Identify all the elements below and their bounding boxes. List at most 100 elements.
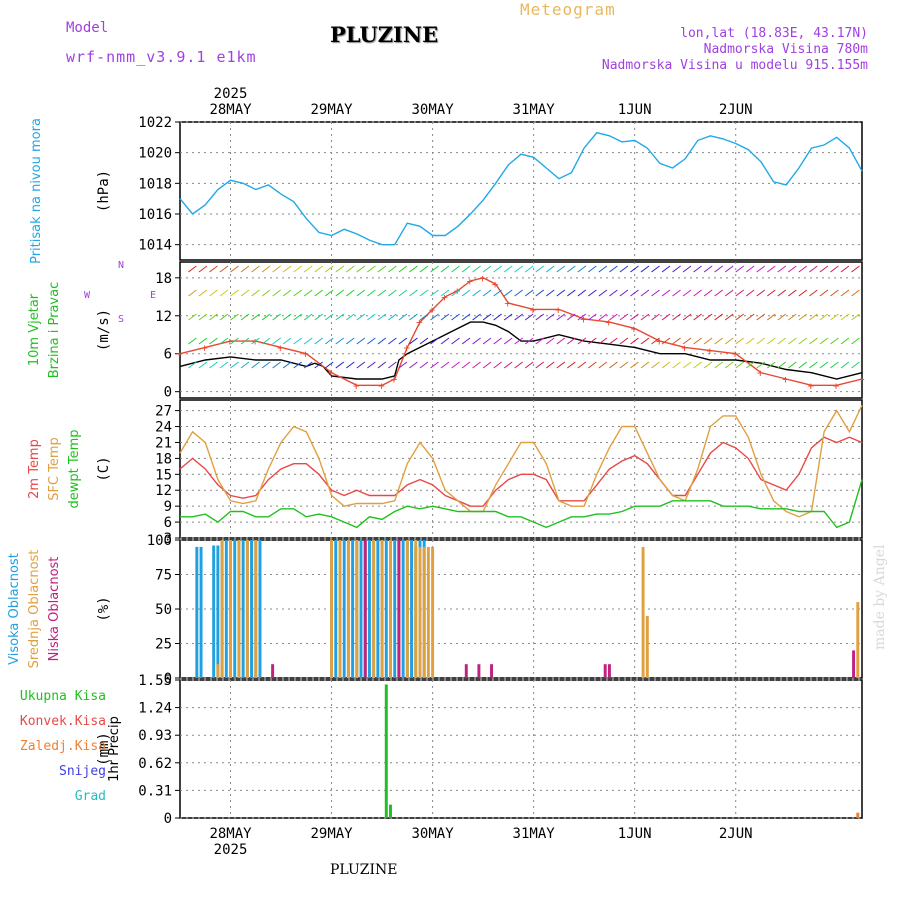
wind-barb [188, 337, 197, 345]
wind-barb [630, 265, 639, 273]
wind-barb [682, 265, 692, 273]
day-label-top: 30MAY [412, 102, 455, 118]
wind-barb [535, 313, 545, 321]
wind-barb [514, 337, 523, 345]
wind-barb [356, 313, 366, 321]
wind-barb [293, 265, 302, 273]
y-tick-label: 21 [155, 435, 172, 451]
wind-barb [588, 289, 597, 297]
bar-srednja-oblacnost [237, 540, 241, 678]
wind-barb [388, 313, 397, 321]
wind-barb [251, 313, 260, 321]
bar-niska-oblacnost [464, 664, 468, 678]
bar-srednja-oblacnost [254, 540, 258, 678]
wind-barb [461, 313, 471, 321]
wind-barb [788, 337, 797, 345]
wind-barb [388, 289, 397, 297]
wind-barb [724, 337, 734, 345]
wind-barb [609, 265, 618, 273]
gust-marker: + [757, 367, 764, 380]
wind-barb [335, 289, 345, 297]
wind-barb [409, 313, 418, 321]
gust-marker: + [201, 341, 208, 354]
wind-barb [261, 313, 271, 321]
y-tick-label: 12 [155, 483, 172, 499]
bar-visoka-oblacnost [224, 540, 228, 678]
wind-barb [598, 313, 608, 321]
wind-barb [524, 337, 534, 345]
wind-barb [367, 313, 376, 321]
wind-barb [798, 313, 808, 321]
y-tick-label: 0.93 [138, 728, 172, 744]
wind-barb [451, 361, 460, 369]
wind-barb [840, 289, 850, 297]
wind-barb [440, 265, 450, 273]
wind-barb [345, 313, 355, 321]
wind-barb [735, 313, 745, 321]
wind-barb [388, 337, 397, 345]
wind-barb [809, 313, 818, 321]
wind-barb [577, 313, 587, 321]
wind-barb [630, 337, 639, 345]
wind-barb [398, 265, 408, 273]
bar-visoka-oblacnost [212, 545, 216, 678]
gust-marker: + [580, 313, 587, 326]
wind-barb [240, 289, 250, 297]
wind-barb [503, 361, 513, 369]
day-label-bottom: 31MAY [513, 826, 556, 842]
wind-barb [840, 361, 850, 369]
bar-zaledj-kisa [856, 812, 860, 818]
y-tick-label: 12 [155, 309, 172, 325]
bar-srednja-oblacnost [245, 540, 249, 678]
wind-barb [219, 313, 229, 321]
wind-barb [524, 361, 534, 369]
wind-barb [672, 337, 681, 345]
wind-barb [461, 265, 471, 273]
wind-barb [788, 313, 797, 321]
wind-barb [493, 337, 502, 345]
bar-srednja-oblacnost [229, 540, 232, 678]
wind-barb [430, 337, 439, 345]
wind-barb [672, 361, 681, 369]
wind-barb [724, 265, 734, 273]
wind-barb [198, 361, 208, 369]
bar-visoka-oblacnost [376, 540, 380, 678]
gust-marker: + [302, 348, 309, 361]
wind-barb [356, 337, 366, 345]
wind-barb [851, 361, 860, 369]
wind-barb [398, 289, 408, 297]
wind-barb [198, 289, 208, 297]
gust-marker: + [706, 345, 713, 358]
wind-barb [503, 337, 513, 345]
wind-barb [609, 361, 618, 369]
gust-marker: + [833, 379, 840, 392]
wind-barb [640, 313, 650, 321]
wind-barb [451, 337, 460, 345]
wind-barb [745, 361, 755, 369]
precip-legend-item: Grad [75, 789, 106, 804]
gust-marker: + [605, 316, 612, 329]
year-label-bottom: 2025 [214, 842, 248, 858]
wind-barb [567, 313, 576, 321]
wind-barb [598, 289, 608, 297]
temp-2m-label: 2m Temp [27, 439, 42, 499]
wind-barb [840, 313, 850, 321]
series-line-pritisak-na-nivou-mora [179, 131, 863, 246]
wind-barb [809, 289, 818, 297]
wind-barb [714, 337, 723, 345]
wind-barb [703, 265, 713, 273]
y-tick-label: 3 [164, 531, 172, 547]
gust-marker: + [656, 335, 663, 348]
wind-barb [672, 265, 681, 273]
gust-marker: + [441, 291, 448, 304]
wind-barb [472, 265, 481, 273]
gust-marker: + [403, 341, 410, 354]
day-label-top: 29MAY [310, 102, 353, 118]
y-tick-label: 1.24 [138, 701, 172, 717]
bar-visoka-oblacnost [351, 540, 355, 678]
bar-niska-oblacnost [397, 540, 401, 678]
wind-barb [777, 337, 787, 345]
y-tick-label: 1.55 [138, 673, 172, 689]
wind-barb [756, 313, 766, 321]
wind-barb [514, 361, 523, 369]
